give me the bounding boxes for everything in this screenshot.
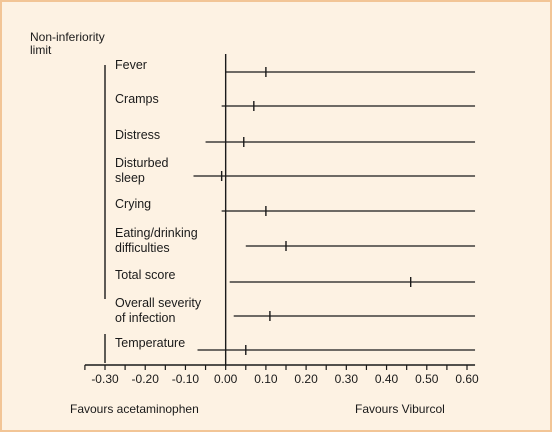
category-label: Fever: [115, 58, 147, 72]
favours-right-label: Favours Viburcol: [355, 402, 445, 416]
x-tick-label: 0.30: [335, 372, 359, 386]
category-label: of infection: [115, 311, 176, 325]
x-tick-label: 0.00: [214, 372, 238, 386]
category-label: Distress: [115, 128, 160, 142]
x-tick-label: 0.50: [415, 372, 439, 386]
x-tick-label: 0.60: [455, 372, 479, 386]
category-label: Overall severity: [115, 296, 202, 310]
category-label: Total score: [115, 268, 175, 282]
limit-label-line: Non-inferiority: [30, 30, 105, 44]
x-tick-label: -0.30: [91, 372, 119, 386]
category-label: Disturbed: [115, 156, 169, 170]
x-tick-label: 0.20: [294, 372, 318, 386]
category-label: Crying: [115, 197, 151, 211]
category-label: Cramps: [115, 92, 159, 106]
x-tick-label: -0.10: [172, 372, 200, 386]
x-tick-label: 0.10: [254, 372, 278, 386]
category-label: sleep: [115, 171, 145, 185]
x-tick-label: 0.40: [375, 372, 399, 386]
category-label: Temperature: [115, 336, 185, 350]
category-label: difficulties: [115, 241, 170, 255]
limit-label-line: limit: [30, 43, 52, 57]
favours-left-label: Favours acetaminophen: [70, 402, 199, 416]
category-label: Eating/drinking: [115, 226, 198, 240]
x-tick-label: -0.20: [132, 372, 160, 386]
